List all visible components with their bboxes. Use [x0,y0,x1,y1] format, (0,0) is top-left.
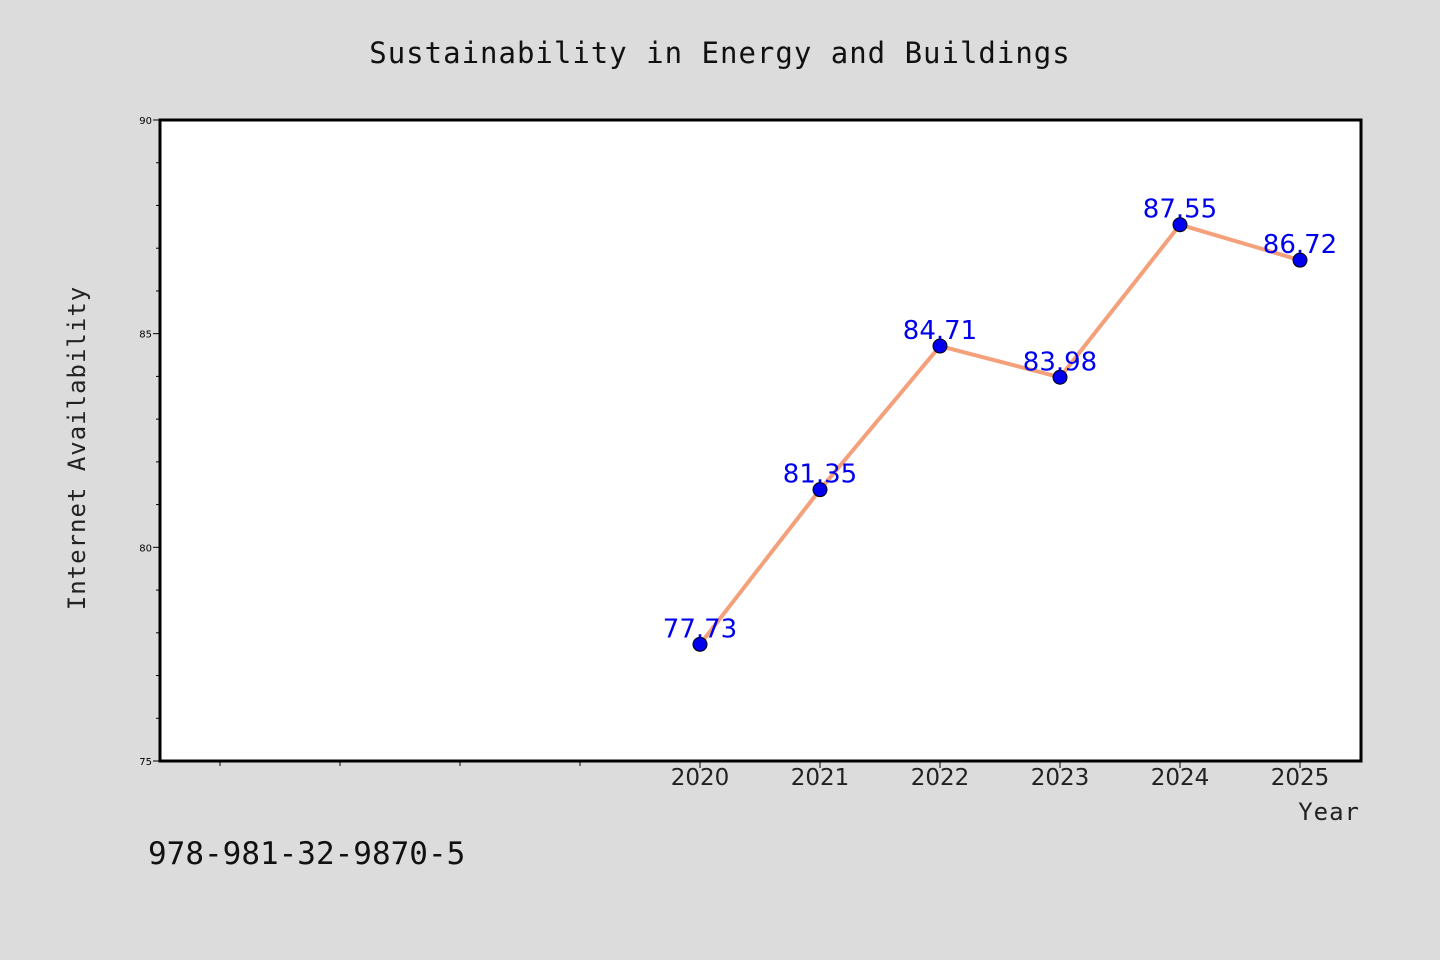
data-label: 87.55 [1143,195,1217,225]
x-tick-label: 2023 [1031,765,1090,791]
data-label: 77.73 [663,614,737,644]
x-axis-label: Year [1298,798,1360,826]
x-tick-label: 2024 [1151,765,1210,791]
data-point [692,636,708,652]
isbn-text: 978-981-32-9870-5 [148,836,465,872]
series-layer: 77.73 81.35 84.71 83.98 87.55 86.72 [663,195,1337,652]
x-tick-label: 2021 [791,765,850,791]
data-label: 84.71 [903,316,977,346]
y-tick-label: 90 [139,116,152,127]
y-axis-label: Internet Availability [63,286,91,610]
data-point [932,338,948,354]
chart-title: Sustainability in Energy and Buildings [369,36,1070,70]
y-tick-label: 85 [139,330,152,341]
data-label: 81.35 [783,460,857,490]
data-point [1292,252,1308,268]
y-tick-label: 80 [139,543,152,554]
y-tick-label: 75 [139,757,152,768]
data-point [812,482,828,498]
plot-area [158,118,1363,763]
x-tick-label: 2020 [671,765,730,791]
series-line [698,222,1301,646]
x-tick-label: 2022 [911,765,970,791]
data-label: 83.98 [1023,347,1097,377]
x-tick-label: 2025 [1271,765,1330,791]
data-label: 86.72 [1263,230,1337,260]
data-point [1172,217,1188,233]
data-point [1052,369,1068,385]
axis-ticks: 75 80 85 90 2020 2021 2022 2023 2024 2025 [139,116,1329,791]
